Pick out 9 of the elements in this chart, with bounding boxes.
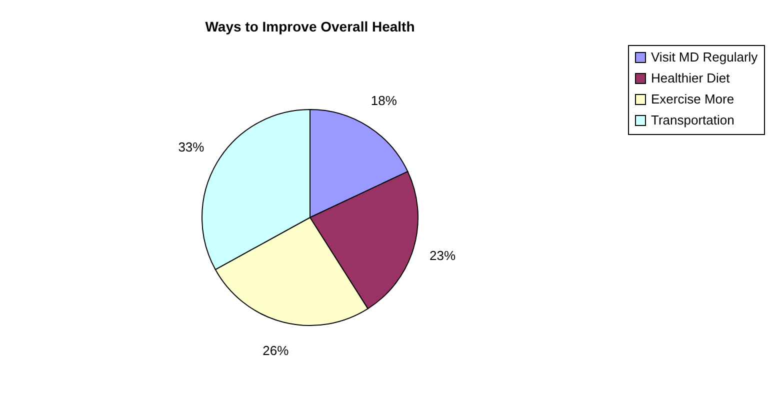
legend-label: Exercise More bbox=[651, 92, 734, 106]
data-label: 23% bbox=[430, 248, 456, 263]
data-label: 18% bbox=[370, 92, 398, 108]
chart-title: Ways to Improve Overall Health bbox=[205, 18, 415, 34]
legend-label: Healthier Diet bbox=[651, 70, 730, 86]
data-label: 33% bbox=[178, 139, 205, 154]
legend-label: Transportation bbox=[651, 112, 734, 128]
legend-label: Visit MD Regularly bbox=[651, 50, 758, 64]
data-label: 26% bbox=[262, 343, 290, 358]
